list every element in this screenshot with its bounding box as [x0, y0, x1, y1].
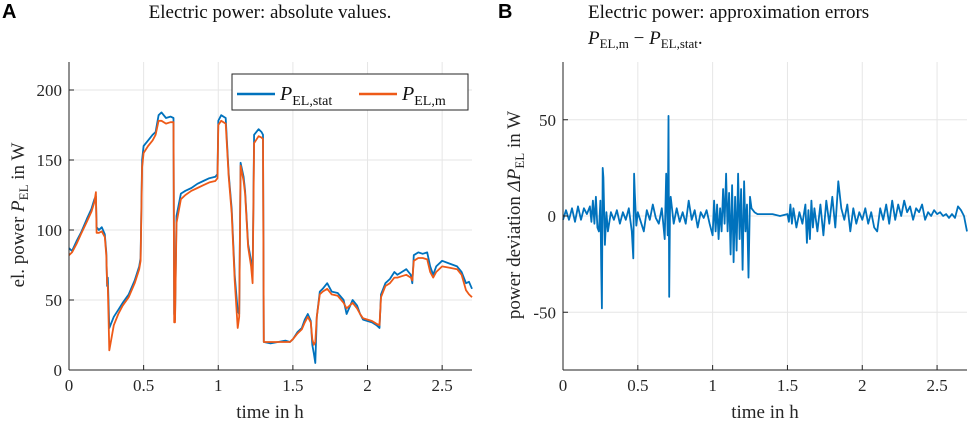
title-op: − [629, 28, 649, 49]
legend-var: P [401, 83, 414, 105]
y-tick-label: 50 [45, 291, 62, 310]
y-tick-label: 150 [37, 151, 63, 170]
ylabel-unit: in W [8, 143, 29, 185]
x-tick-label: 2 [363, 376, 372, 395]
x-tick-label: 2 [858, 376, 867, 395]
legend-box [231, 73, 469, 111]
chart-a-xlabel: time in h [236, 402, 304, 422]
chart-b-plot: 0 0.5 1 1.5 2 2.5 -50 0 50 [533, 62, 968, 395]
ylabel-sub: EL [16, 184, 31, 200]
chart-a-title: Electric power: absolute values. [149, 2, 392, 23]
y-tick-label: 0 [54, 361, 63, 380]
y-tick-label: 100 [37, 221, 63, 240]
panel-letter-b: B [498, 1, 512, 23]
title-sub-b: EL,stat [661, 36, 699, 51]
chart-b-xlabel: time in h [731, 402, 799, 422]
chart-a-ylabel: el. power PEL in W [8, 143, 31, 288]
x-tick-label: 1 [708, 376, 717, 395]
x-tick-label: 1 [214, 376, 223, 395]
title-end: . [698, 28, 703, 49]
legend-label-stat: PEL,stat [279, 83, 332, 109]
legend-label-m: PEL,m [401, 83, 446, 109]
ylabel-var: P [8, 200, 29, 213]
ylabel-main: el. power [8, 212, 29, 287]
title-sub-a: EL,m [600, 36, 629, 51]
ylabel-main: power deviation [504, 191, 525, 319]
y-tick-label: 0 [548, 207, 557, 226]
ylabel-unit: in W [504, 111, 525, 153]
ylabel-var: ΔP [504, 168, 525, 192]
series-line-0 [68, 111, 473, 364]
series-line-0 [562, 115, 968, 310]
y-tick-label: 50 [539, 111, 556, 130]
legend-sub: EL,m [414, 94, 446, 109]
legend-sub: EL,stat [292, 94, 332, 109]
chart-b-title-line2: PEL,m − PEL,stat. [587, 28, 703, 51]
legend-var: P [279, 83, 292, 105]
x-tick-label: 1.5 [777, 376, 798, 395]
series-line-1 [68, 119, 473, 352]
panel-letter-a: A [2, 1, 16, 23]
x-tick-label: 2.5 [432, 376, 453, 395]
x-tick-label: 0.5 [133, 376, 154, 395]
chart-b-ylabel: power deviation ΔPEL in W [504, 111, 527, 319]
y-tick-label: 200 [37, 81, 63, 100]
x-tick-label: 0 [559, 376, 568, 395]
y-tick-label: -50 [533, 303, 556, 322]
title-var-b: P [648, 28, 661, 49]
x-tick-label: 2.5 [926, 376, 947, 395]
x-tick-label: 0 [65, 376, 74, 395]
chart-a-legend: PEL,stat PEL,m [231, 73, 469, 111]
ylabel-sub: EL [512, 153, 527, 169]
title-var-a: P [587, 28, 600, 49]
chart-a-plot: 0 0.5 1 1.5 2 2.5 0 50 100 150 200 [37, 62, 473, 395]
x-tick-label: 1.5 [282, 376, 303, 395]
chart-b-title-line1: Electric power: approximation errors [588, 2, 869, 23]
x-tick-label: 0.5 [627, 376, 648, 395]
